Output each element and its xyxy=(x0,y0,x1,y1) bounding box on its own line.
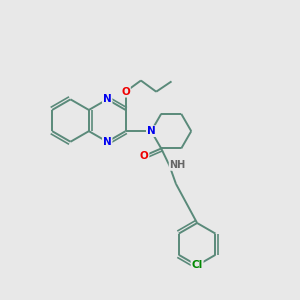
Text: N: N xyxy=(103,94,112,104)
Text: N: N xyxy=(103,137,112,147)
Text: NH: NH xyxy=(169,160,186,170)
Text: O: O xyxy=(121,87,130,97)
Text: O: O xyxy=(140,151,148,161)
Text: N: N xyxy=(147,126,156,136)
Text: Cl: Cl xyxy=(191,260,203,270)
